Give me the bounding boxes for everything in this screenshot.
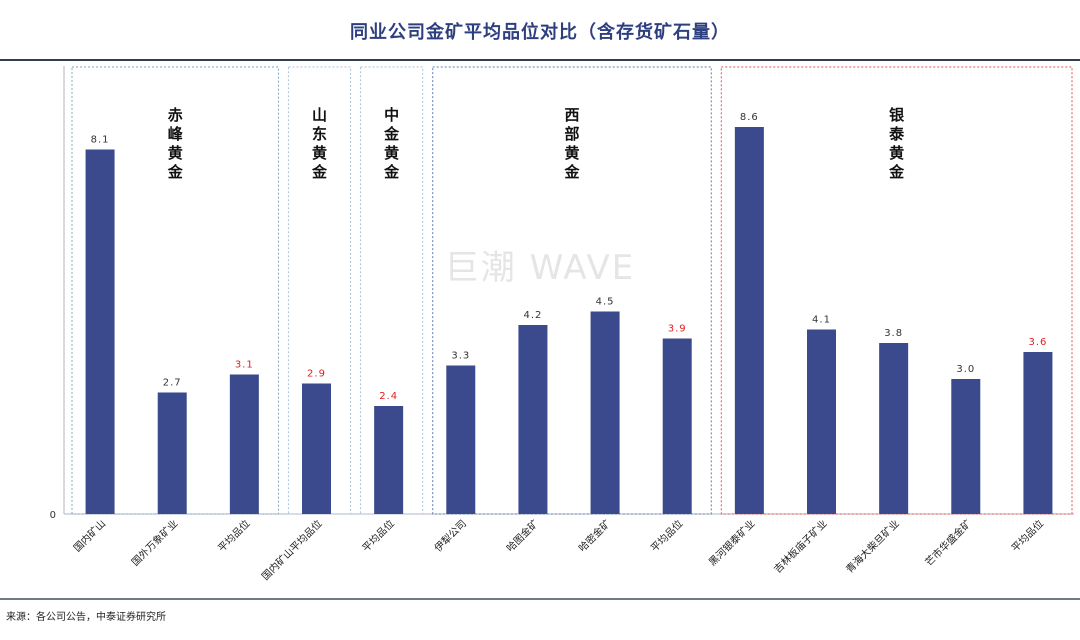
category-label: 平均品位 [1009,517,1046,554]
footer-divider [0,598,1080,600]
category-label: 芒市华盛金矿 [922,517,974,569]
group-label: 黄 [168,144,183,162]
bar [1023,352,1053,514]
category-label: 国外万象矿业 [129,517,181,569]
group-label: 部 [564,125,579,143]
bar [374,406,404,514]
group-label: 金 [383,163,400,181]
bar [229,374,259,514]
title-divider [0,59,1080,61]
category-label: 青海大柴旦矿业 [843,517,902,576]
data-label: 3.8 [884,328,903,339]
bar [734,127,764,514]
category-label: 平均品位 [648,517,685,554]
group-label: 金 [383,125,400,143]
bar [85,149,115,514]
group-label: 金 [888,163,905,181]
data-label: 2.9 [307,369,326,380]
data-label: 8.1 [91,135,110,146]
bar [879,343,909,514]
data-label: 3.3 [451,351,470,362]
data-label: 2.4 [379,391,398,402]
data-label: 3.6 [1028,337,1047,348]
group-label: 黄 [312,144,327,162]
bar [662,338,692,514]
bar [951,379,981,514]
category-label: 伊犁公司 [431,517,468,554]
group-label: 赤 [168,106,183,124]
chart-title: 同业公司金矿平均品位对比（含存货矿石量） [350,22,730,43]
data-label: 2.7 [163,378,182,389]
group-label: 银 [889,106,905,124]
bar [157,392,187,514]
data-label: 4.1 [812,315,831,326]
y-tick-label: 0 [50,510,56,521]
bar-chart: 0赤峰黄金山东黄金中金黄金西部黄金银泰黄金8.1国内矿山2.7国外万象矿业3.1… [50,66,1074,583]
category-label: 国内矿山 [71,517,108,554]
category-label: 黑河银泰矿业 [706,517,758,569]
data-label: 8.6 [740,112,759,123]
data-label: 3.0 [956,364,975,375]
category-label: 哈密金矿 [576,517,613,554]
bar [446,365,476,514]
bar [518,325,548,514]
data-label: 4.5 [596,297,615,308]
data-label: 3.1 [235,360,254,371]
bar [590,311,620,514]
group-label: 黄 [564,144,579,162]
group-label: 泰 [888,125,905,143]
group-label: 金 [167,163,184,181]
category-label: 国内矿山平均品位 [259,517,325,583]
group-label: 山 [312,106,327,124]
group-label: 金 [311,163,328,181]
group-label: 峰 [168,125,184,143]
category-label: 哈图金矿 [504,517,541,554]
category-label: 平均品位 [215,517,252,554]
bar [807,329,836,514]
data-label: 3.9 [668,324,687,335]
bar [302,383,331,514]
group-label: 中 [384,106,399,124]
group-label: 东 [312,125,327,143]
group-label: 西 [564,106,579,124]
group-label: 黄 [384,144,399,162]
group-label: 黄 [889,144,904,162]
category-label: 平均品位 [359,517,396,554]
category-label: 吉林板庙子矿业 [771,517,830,576]
data-label: 4.2 [523,310,542,321]
group-box [432,66,712,515]
group-label: 金 [563,163,580,181]
source-note: 来源：各公司公告，中泰证券研究所 [6,612,166,623]
